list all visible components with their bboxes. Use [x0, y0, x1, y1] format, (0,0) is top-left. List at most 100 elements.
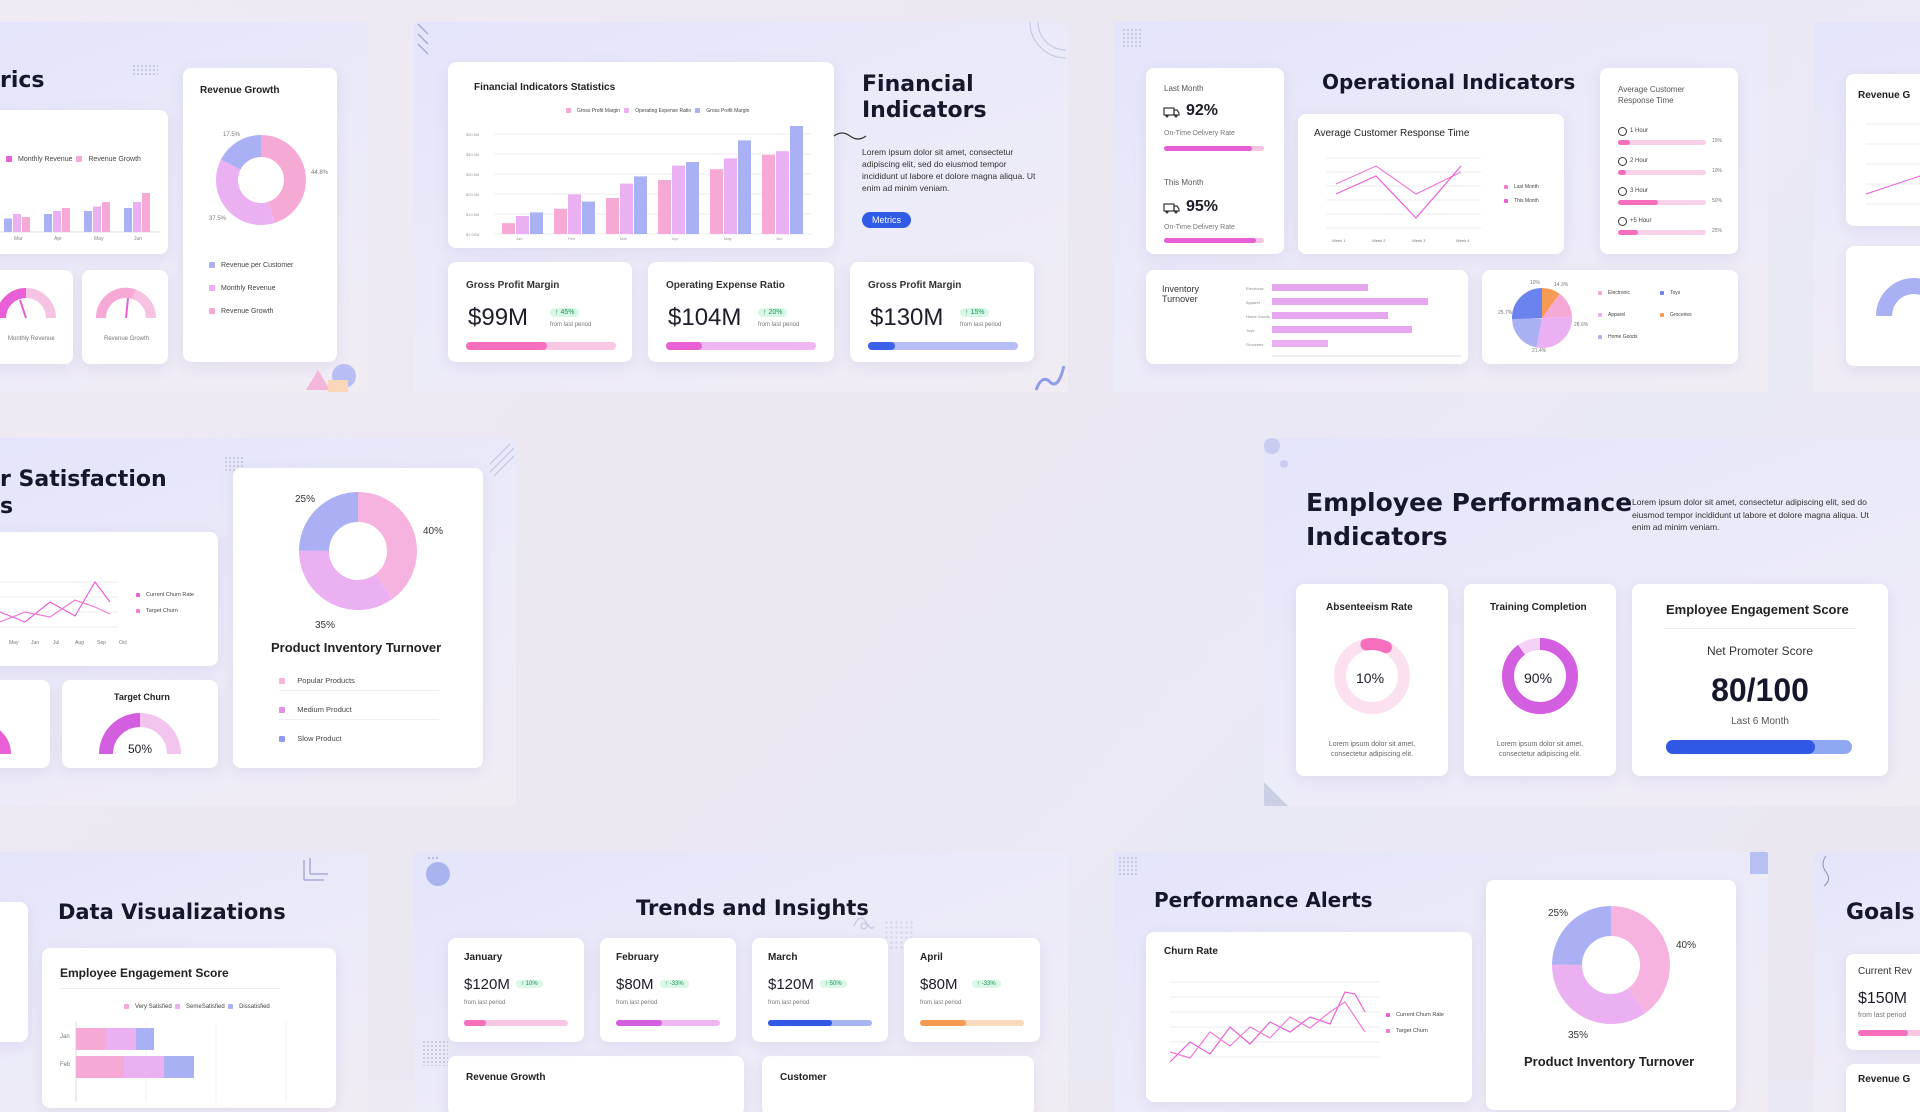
dots-decoration	[1264, 438, 1288, 468]
response-item-label: 3 Hour	[1630, 188, 1649, 194]
bar-mark	[672, 165, 685, 234]
progress-bar	[1858, 1030, 1920, 1036]
card-title: Product Inventory Turnover	[1524, 1054, 1695, 1069]
donut-label: 40%	[1676, 940, 1697, 951]
slide-body: Lorem ipsum dolor sit amet, consectetur …	[1632, 497, 1869, 532]
month-value: $120M	[464, 976, 510, 993]
square-decoration	[1750, 852, 1768, 874]
bar-mark	[133, 202, 141, 232]
slide-data-visualizations[interactable]: Data Visualizations Employee Engagement …	[0, 852, 368, 1112]
metric-value: $99M	[468, 304, 529, 331]
slide-performance-alerts[interactable]: Performance Alerts Churn Rate Current Ch…	[1114, 852, 1768, 1112]
slide-goals[interactable]: Goals Current Rev $150M from last period…	[1814, 852, 1920, 1112]
ring-value: 90%	[1524, 670, 1553, 686]
slide-customer-satisfaction[interactable]: r Satisfaction s May Jun Jul Aug Sep Oct…	[0, 438, 516, 806]
inventory-turnover-donut-card: 25% 40% 35% Product Inventory Turnover P…	[233, 468, 483, 768]
y-tick-label: $50.0M	[466, 132, 479, 137]
category-label: Apparel	[1246, 300, 1260, 305]
slide-trends-insights[interactable]: Trends and Insights Revenue Growth Custo…	[414, 852, 1068, 1112]
stripes-decoration	[489, 443, 515, 477]
x-label: Oct	[119, 640, 127, 646]
x-tick-label: May	[724, 236, 732, 241]
donut-chart	[1876, 278, 1920, 354]
slide-title: Goals	[1846, 900, 1915, 925]
growth-badge: ↑ 45%	[550, 308, 580, 317]
divider	[279, 719, 439, 720]
gauge-icon	[0, 288, 56, 319]
slide-revenue-growth-partial[interactable]: Revenue G	[1814, 22, 1920, 392]
squiggle-decoration	[853, 917, 875, 930]
month-sub: from last period	[768, 1000, 810, 1006]
response-pct: 25%	[1712, 228, 1723, 234]
bar-mark	[102, 202, 110, 232]
target-churn-gauge	[99, 713, 181, 755]
y-tick-label: $20.0M	[466, 192, 479, 197]
bar-mark	[142, 193, 150, 232]
growth-badge: ↑ 20%	[758, 308, 788, 317]
legend-item: Popular Products	[279, 676, 355, 685]
x-label: Jul	[53, 640, 60, 646]
arc-decoration	[1896, 438, 1920, 486]
response-bar	[1618, 200, 1706, 205]
x-label: Week 1	[1332, 238, 1346, 243]
delivery-value: 95%	[1186, 198, 1219, 215]
bar-mark	[582, 201, 595, 234]
y-tick-label: $1.00M	[466, 232, 479, 237]
card-title: Inventory Turnover	[1162, 284, 1200, 304]
slide-employee-performance[interactable]: Employee Performance Indicators Lorem ip…	[1264, 438, 1920, 806]
bar-mark	[554, 208, 567, 234]
growth-badge: ↑ 50%	[820, 980, 847, 988]
training-completion-card: Training Completion 90% Lorem ipsum dolo…	[1464, 584, 1616, 776]
card-title: Revenue Growth	[466, 1072, 546, 1083]
slide-body: Lorem ipsum dolor sit amet, consectetur …	[862, 147, 1036, 193]
training-ring	[1502, 638, 1578, 714]
metric-card: Gross Profit Margin $99M ↑ 45% from last…	[448, 262, 632, 362]
x-label: Sep	[97, 640, 106, 646]
revenue-value: $150M	[1858, 990, 1907, 1007]
legend-item: Slow Product	[279, 734, 341, 743]
bar-mark	[22, 217, 30, 232]
x-tick-label: Feb	[568, 236, 576, 241]
squiggle-decoration	[833, 132, 867, 140]
bar-mark	[93, 206, 101, 232]
x-tick-label: Mar	[14, 236, 23, 242]
y-tick-label: $40.0M	[466, 152, 479, 157]
slide-financial-indicators[interactable]: Financial Indicators Statistics Gross Pr…	[414, 22, 1068, 392]
slide-operational-indicators[interactable]: Last Month 92% On-Time Delivery Rate Thi…	[1114, 22, 1768, 392]
month-value: $80M	[616, 976, 654, 993]
inventory-hbar-chart: Electronic Apparel Home Goods Toys Groceries	[1246, 284, 1461, 357]
period-label: Last 6 Month	[1731, 716, 1789, 727]
metric-sub: from last period	[960, 322, 1002, 328]
squiggle-decoration	[1822, 855, 1830, 887]
pie-label: 25.7%	[1498, 310, 1513, 316]
x-tick-label: Mar	[620, 236, 628, 241]
month-value: $80M	[920, 976, 958, 993]
legend-item: Toys	[1660, 290, 1680, 296]
stripes-decoration	[417, 23, 429, 55]
shapes-decoration	[306, 364, 356, 392]
category-pie-chart	[1512, 288, 1572, 348]
period-label: Last Month	[1164, 84, 1204, 93]
card-body: Lorem ipsum dolor sit amet, consectetur …	[1328, 741, 1416, 758]
response-time-breakdown-card: Average Customer Response Time 1 Hour 15%…	[1600, 68, 1738, 254]
divider	[279, 690, 439, 691]
legend-item: Medium Product	[279, 705, 352, 714]
card-title: Target Churn	[114, 692, 170, 702]
hbar-mark	[1272, 298, 1428, 305]
x-tick-label: May	[94, 236, 104, 242]
delivery-bar	[1164, 146, 1264, 151]
slide-title: Performance Alerts	[1154, 888, 1373, 912]
growth-badge: ↑ 15%	[960, 308, 990, 317]
month-label: February	[616, 952, 659, 963]
hbar-mark	[1272, 312, 1388, 319]
gauge-icon	[0, 730, 11, 755]
card-title: Financial Indicators Statistics	[474, 82, 616, 93]
slide-revenue-metrics[interactable]: rics Monthly Revenue Revenue Growth Mar A…	[0, 22, 368, 392]
legend-item: Revenue per Customer	[209, 262, 293, 269]
metric-card: Gross Profit Margin $130M ↑ 15% from las…	[850, 262, 1034, 362]
metric-card: Operating Expense Ratio $104M ↑ 20% from…	[648, 262, 834, 362]
metrics-button[interactable]: Metrics	[862, 212, 911, 228]
dots-decoration	[1122, 28, 1142, 48]
month-value: $120M	[768, 976, 814, 993]
period-label: This Month	[1164, 178, 1204, 187]
